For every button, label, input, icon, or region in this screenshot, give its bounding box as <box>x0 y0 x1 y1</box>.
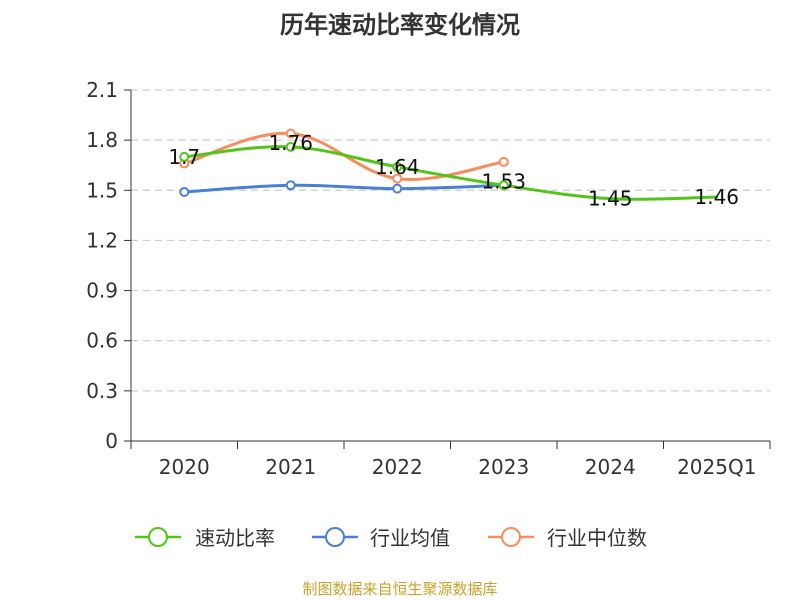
series-point-2 <box>498 156 509 167</box>
data-label: 1.53 <box>481 169 526 193</box>
data-label: 1.46 <box>694 185 739 209</box>
y-tick-label: 1.5 <box>86 178 118 202</box>
legend-label: 行业中位数 <box>547 526 647 550</box>
legend-item-0: 速动比率 <box>135 526 275 550</box>
series-point-0 <box>392 161 403 172</box>
y-tick-label: 1.2 <box>86 228 118 252</box>
series-point-1 <box>392 183 403 194</box>
series-point-1 <box>285 180 296 191</box>
data-label: 1.7 <box>168 145 200 169</box>
x-tick-label: 2022 <box>372 455 423 479</box>
data-label: 1.45 <box>588 187 633 211</box>
chart-title: 历年速动比率变化情况 <box>280 11 520 39</box>
series-point-2 <box>285 128 296 139</box>
data-label: 1.64 <box>375 155 420 179</box>
legend-item-2: 行业中位数 <box>488 526 647 550</box>
x-tick-label: 2025Q1 <box>677 455 756 479</box>
series-point-0 <box>498 180 509 191</box>
x-tick-label: 2020 <box>159 455 210 479</box>
y-tick-label: 1.8 <box>86 128 118 152</box>
y-tick-label: 0.3 <box>86 379 118 403</box>
x-tick-label: 2024 <box>585 455 636 479</box>
y-tick-label: 0 <box>105 429 118 453</box>
legend-item-1: 行业均值 <box>312 526 450 550</box>
data-label: 1.76 <box>268 131 313 155</box>
data-labels: 1.7 1.76 1.64 1.53 1.45 1.46 <box>168 131 739 211</box>
series <box>179 128 719 201</box>
y-tick-label: 0.6 <box>86 329 118 353</box>
y-tick-label: 0.9 <box>86 279 118 303</box>
x-tick-label: 2023 <box>478 455 529 479</box>
legend-marker <box>148 527 168 547</box>
grid <box>131 89 770 392</box>
series-line-1 <box>182 183 506 194</box>
legend-label: 行业均值 <box>370 526 450 550</box>
x-tick-label: 2021 <box>265 455 316 479</box>
legend-marker <box>501 527 521 547</box>
series-point-0 <box>179 151 190 162</box>
series-point-1 <box>179 186 190 197</box>
y-tick-label: 2.1 <box>86 78 118 102</box>
legend-marker <box>325 527 345 547</box>
legend-label: 速动比率 <box>195 526 275 550</box>
source-note: 制图数据来自恒生聚源数据库 <box>302 580 497 598</box>
series-point-0 <box>285 141 296 152</box>
series-point-2 <box>392 173 403 184</box>
series-line-0 <box>182 145 719 201</box>
legend: 速动比率 行业均值 行业中位数 <box>135 526 647 550</box>
axes: 0 0.3 0.6 0.9 1.2 1.5 1.8 2.1 2020 2021 2022 2023 20… <box>86 78 771 479</box>
